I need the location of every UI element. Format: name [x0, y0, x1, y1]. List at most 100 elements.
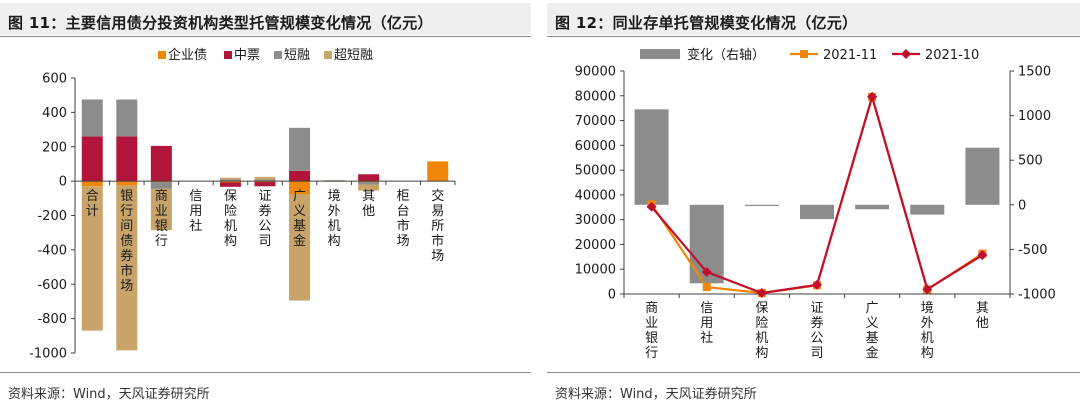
legend-label: 超短融: [334, 48, 373, 63]
y-tick-label: -200: [37, 209, 67, 224]
legend-label: 企业债: [168, 47, 207, 63]
left-y-tick-label: 20000: [575, 238, 616, 253]
bar-企业债-广义基金: [289, 181, 311, 195]
bar-change-其他: [965, 147, 1000, 205]
right-source-note: 资料来源：Wind，天风证券研究所: [555, 387, 757, 402]
bar-短融-商业银行: [150, 181, 172, 189]
bar-change-证券公司: [800, 204, 834, 220]
left-title-rule: [0, 36, 531, 37]
bar-超短融-其他: [358, 184, 380, 191]
x-category-label: 证券公司: [810, 301, 823, 361]
legend-marker-2021-10: [901, 49, 911, 59]
bar-change-商业银行: [634, 109, 669, 205]
left-figure-title-bar: 图 11：主要信用债分投资机构类型托管规模变化情况（亿元）: [0, 3, 531, 35]
y-tick-label: -800: [37, 312, 67, 327]
x-category-label: 保险机构: [224, 189, 237, 249]
bar-短融-合计: [81, 99, 103, 137]
left-y-tick-label: 90000: [575, 65, 616, 80]
x-category-label: 信用社: [189, 189, 202, 234]
y-tick-label: 600: [42, 72, 67, 87]
legend-marker-2021-11: [800, 50, 808, 58]
x-category-label: 保险机构: [755, 301, 768, 361]
right-y-tick-label: 1000: [1018, 109, 1051, 124]
left-y-tick-label: 80000: [575, 89, 616, 104]
x-category-label: 其他: [362, 189, 375, 219]
bar-企业债-银行间债券市场: [116, 181, 138, 186]
bar-change-境外机构: [910, 204, 945, 215]
left-y-tick-label: 40000: [575, 188, 616, 203]
x-category-label: 交易所市场: [431, 188, 444, 264]
bar-超短融-合计: [81, 186, 103, 331]
legend-swatch-企业债: [158, 51, 166, 59]
y-tick-label: 400: [42, 106, 67, 121]
point-2021-10-保险机构: [756, 288, 767, 299]
y-tick-label: -400: [37, 243, 67, 258]
right-bottom-rule: [547, 372, 1080, 373]
left-y-tick-label: 0: [608, 288, 616, 303]
x-category-label: 境外机构: [921, 301, 934, 361]
legend-label: 短融: [284, 48, 310, 63]
right-y-tick-label: 1500: [1018, 65, 1051, 80]
point-2021-10-境外机构: [922, 284, 933, 295]
bar-短融-其他: [358, 181, 380, 185]
left-figure-panel: 图 11：主要信用债分投资机构类型托管规模变化情况（亿元） -1000 -800-…: [0, 0, 531, 405]
left-y-tick-label: 10000: [575, 263, 616, 278]
right-title-rule: [547, 36, 1080, 37]
left-y-tick-label: 70000: [575, 114, 616, 129]
y-tick-label: -1000: [29, 347, 67, 362]
x-category-label: 其他: [976, 301, 989, 331]
bar-超短融-保险机构: [219, 177, 241, 180]
y-tick-label: -600: [37, 278, 67, 293]
x-category-label: 广义基金: [866, 301, 879, 361]
legend-label: 中票: [234, 48, 260, 63]
bar-中票-商业银行: [150, 145, 172, 182]
x-category-label: 信用社: [700, 301, 713, 346]
bar-change-保险机构: [744, 204, 779, 206]
bar-中票-其他: [358, 174, 380, 182]
bar-中票-保险机构: [219, 182, 241, 187]
bar-短融-保险机构: [219, 179, 241, 182]
bar-超短融-商业银行: [150, 188, 172, 231]
right-y-tick-label: 500: [1018, 154, 1043, 169]
x-category-label: 合计: [86, 189, 99, 219]
bar-中票-证券公司: [254, 181, 276, 187]
legend-swatch-短融: [274, 51, 282, 59]
left-figure-title: 图 11：主要信用债分投资机构类型托管规模变化情况（亿元）: [8, 14, 433, 32]
bar-企业债-合计: [81, 181, 103, 187]
point-2021-10-信用社: [701, 266, 712, 277]
bar-企业债-交易所市场: [427, 161, 449, 182]
bar-短融-广义基金: [289, 127, 311, 171]
bar-企业债-保险机构: [219, 181, 241, 183]
legend-swatch-中票: [224, 51, 232, 59]
left-y-tick-label: 50000: [575, 164, 616, 179]
left-y-tick-label: 30000: [575, 213, 616, 228]
x-category-label: 柜台市场: [397, 189, 410, 249]
point-2021-10-证券公司: [812, 279, 822, 290]
right-figure-panel: 图 12：同业存单托管规模变化情况（亿元） 0 10000 20000 30000 40…: [547, 0, 1080, 405]
y-tick-label: 0: [59, 175, 67, 190]
left-chart-svg: -1000 -800 -600 -400 -200 0 200 400 600 合计 银行间债券市场…: [29, 47, 456, 362]
legend-swatch-超短融: [324, 51, 332, 59]
bar-超短融-银行间债券市场: [116, 185, 138, 351]
x-category-label: 商业银行: [155, 189, 168, 249]
bar-change-广义基金: [855, 204, 890, 210]
bar-中票-广义基金: [289, 170, 311, 182]
x-category-label: 广义基金: [293, 189, 306, 249]
point-2021-10-其他: [977, 250, 988, 261]
right-figure-title-bar: 图 12：同业存单托管规模变化情况（亿元）: [547, 3, 1080, 35]
bar-中票-合计: [81, 136, 103, 182]
right-y-tick-label: -500: [1018, 243, 1048, 258]
bar-超短融-证券公司: [254, 176, 276, 180]
left-bottom-rule: [0, 372, 531, 373]
right-chart-svg: 0 10000 20000 30000 40000 50000 60000 70000 8000…: [575, 47, 1056, 361]
left-y-tick-label: 60000: [575, 139, 616, 154]
y-tick-label: 200: [42, 140, 67, 155]
point-2021-10-广义基金: [867, 91, 878, 102]
x-category-label: 银行间债券市场: [120, 189, 133, 294]
x-category-label: 证券公司: [258, 189, 271, 249]
left-source-note: 资料来源：Wind，天风证券研究所: [8, 387, 210, 402]
x-category-label: 境外机构: [328, 189, 341, 249]
legend-swatch-bar: [640, 49, 680, 59]
bar-中票-银行间债券市场: [116, 136, 138, 182]
legend-label: 变化（右轴）: [687, 47, 765, 63]
